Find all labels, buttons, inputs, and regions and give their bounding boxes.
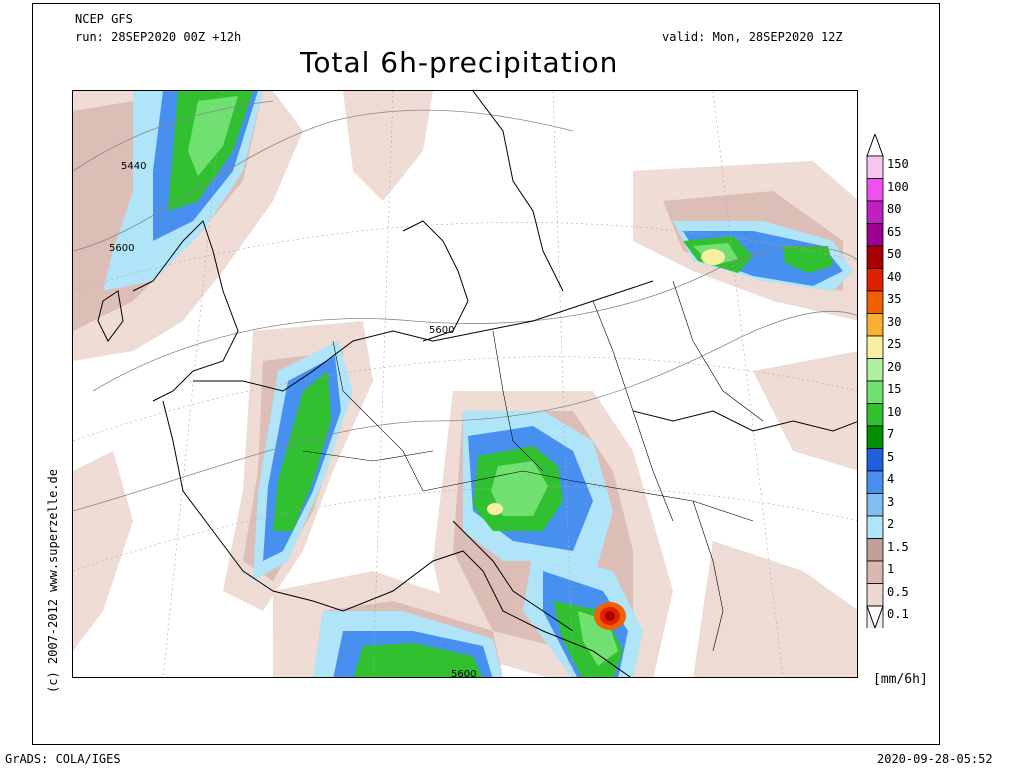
legend-label: 4 xyxy=(887,472,895,486)
legend-swatch xyxy=(866,268,884,292)
country-borders xyxy=(302,280,764,652)
legend-swatch xyxy=(866,448,884,472)
precipitation-map: 5440 5600 5600 5600 xyxy=(72,90,858,678)
legend-label: 1.5 xyxy=(887,539,909,554)
legend-swatch xyxy=(866,335,884,359)
legend-label: 20 xyxy=(887,359,902,374)
footer-timestamp: 2020-09-28-05:52 xyxy=(877,752,993,766)
valid-time-label: valid: Mon, 28SEP2020 12Z xyxy=(662,30,843,44)
legend-swatch xyxy=(866,358,884,382)
legend-label: 15 xyxy=(887,382,902,396)
copyright-vertical: (c) 2007-2012 www.superzelle.de xyxy=(32,463,60,693)
legend-label: 80 xyxy=(887,202,902,216)
legend-top-arrow xyxy=(866,132,884,157)
contour-label: 5440 xyxy=(121,161,146,172)
model-label: NCEP GFS xyxy=(75,12,133,26)
plot-frame xyxy=(32,3,940,745)
legend-swatch xyxy=(866,515,884,539)
legend-swatch xyxy=(866,245,884,269)
legend-label: 40 xyxy=(887,269,902,284)
legend-swatch xyxy=(866,155,884,179)
legend-swatch xyxy=(866,290,884,314)
legend-swatch xyxy=(866,425,884,449)
run-label: run: 28SEP2020 00Z +12h xyxy=(75,30,242,44)
legend-swatch xyxy=(866,538,884,562)
legend-label: 25 xyxy=(887,337,902,351)
legend-swatch xyxy=(866,493,884,517)
legend-label: 0.1 xyxy=(887,607,909,621)
legend-label: 150 xyxy=(887,157,909,171)
legend-label: 30 xyxy=(887,314,902,329)
copyright-text: (c) 2007-2012 www.superzelle.de xyxy=(46,469,60,693)
legend-swatch xyxy=(866,178,884,202)
legend-label: 100 xyxy=(887,179,909,194)
legend-bottom-arrow xyxy=(866,605,884,630)
legend-label: 2 xyxy=(887,517,895,531)
geopotential-contours xyxy=(73,100,857,512)
legend-label: 65 xyxy=(887,224,902,239)
precip-layer-yellow xyxy=(487,249,725,515)
legend-label: 1 xyxy=(887,562,895,576)
legend-label: 5 xyxy=(887,449,895,464)
legend-swatch xyxy=(866,583,884,607)
contour-label: 5600 xyxy=(451,669,476,678)
legend-swatch xyxy=(866,223,884,247)
legend-label: 0.5 xyxy=(887,584,909,599)
legend-label: 3 xyxy=(887,494,895,509)
lat-lon-grid xyxy=(73,91,857,677)
legend-swatch xyxy=(866,380,884,404)
legend-swatch xyxy=(866,560,884,584)
legend-swatch xyxy=(866,200,884,224)
map-title: Total 6h-precipitation xyxy=(300,46,619,79)
legend-swatch xyxy=(866,313,884,337)
legend-label: 50 xyxy=(887,247,902,261)
legend-label: 10 xyxy=(887,404,902,419)
color-legend xyxy=(866,132,884,632)
legend-label: 35 xyxy=(887,292,902,306)
contour-label: 5600 xyxy=(429,325,454,336)
contour-label: 5600 xyxy=(109,243,134,254)
units-label: [mm/6h] xyxy=(873,672,928,687)
precip-layer-red xyxy=(594,602,626,630)
legend-swatch xyxy=(866,403,884,427)
coastlines xyxy=(97,91,857,677)
footer-grads: GrADS: COLA/IGES xyxy=(5,752,121,766)
legend-swatch xyxy=(866,470,884,494)
legend-label: 7 xyxy=(887,427,895,441)
